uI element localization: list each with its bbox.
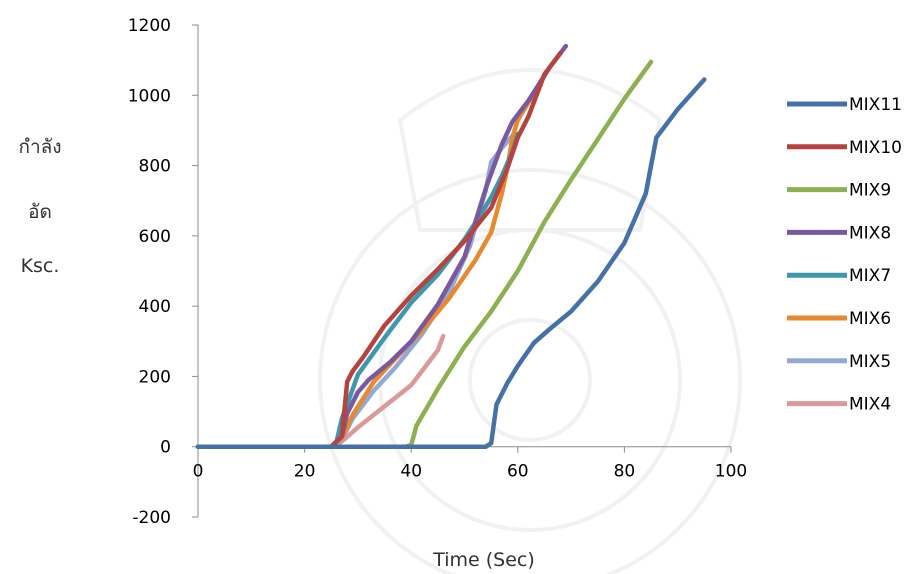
y-axis-title-line-2: อัด (28, 201, 52, 223)
series-layer (195, 43, 707, 449)
series-line-mix6 (195, 86, 542, 449)
x-tick-label: 80 (614, 462, 636, 482)
y-axis-title: กำลัง อัด Ksc. (18, 136, 61, 277)
y-tick-label: -200 (132, 508, 171, 528)
legend-label: MIX4 (849, 395, 891, 415)
series-line-mix10 (195, 50, 563, 449)
y-tick-label: 800 (139, 157, 171, 177)
series-line-mix9 (195, 59, 654, 449)
legend-item-mix5: MIX5 (787, 352, 891, 372)
y-tick-label: 0 (160, 438, 171, 458)
legend-label: MIX5 (849, 352, 891, 372)
x-tick-label: 0 (193, 462, 204, 482)
x-tick-label: 60 (507, 462, 529, 482)
legend-item-mix11: MIX11 (787, 95, 902, 115)
legend-item-mix7: MIX7 (787, 266, 891, 286)
legend-item-mix8: MIX8 (787, 223, 891, 243)
legend-label: MIX10 (849, 138, 902, 158)
legend-item-mix4: MIX4 (787, 395, 891, 415)
legend-item-mix6: MIX6 (787, 309, 891, 329)
y-tick-labels: -200 0 200 400 600 800 1000 1200 (128, 16, 198, 528)
legend-label: MIX9 (849, 181, 891, 201)
legend-label: MIX8 (849, 223, 891, 243)
y-axis-title-line-1: กำลัง (18, 136, 61, 158)
y-tick-label: 200 (139, 367, 171, 387)
x-tick-label: 20 (294, 462, 316, 482)
legend-item-mix10: MIX10 (787, 138, 902, 158)
x-tick-label: 100 (715, 462, 747, 482)
x-tick-labels: 0 20 40 60 80 100 (193, 446, 747, 482)
legend-label: MIX7 (849, 266, 891, 286)
legend: MIX11 MIX10 MIX9 MIX8 MIX7 MIX6 MIX5 MIX4 (787, 95, 902, 415)
x-tick-label: 40 (400, 462, 422, 482)
y-tick-label: 1000 (128, 86, 171, 106)
legend-label: MIX11 (849, 95, 902, 115)
y-tick-label: 1200 (128, 16, 171, 36)
watermark-seal (318, 68, 742, 574)
legend-label: MIX6 (849, 309, 891, 329)
series-line-mix11 (195, 77, 707, 449)
x-axis-title: Time (Sec) (432, 549, 535, 571)
legend-item-mix9: MIX9 (787, 181, 891, 201)
y-tick-label: 600 (139, 227, 171, 247)
y-tick-label: 400 (139, 297, 171, 317)
y-axis-title-line-3: Ksc. (21, 255, 60, 277)
axes (197, 25, 731, 517)
